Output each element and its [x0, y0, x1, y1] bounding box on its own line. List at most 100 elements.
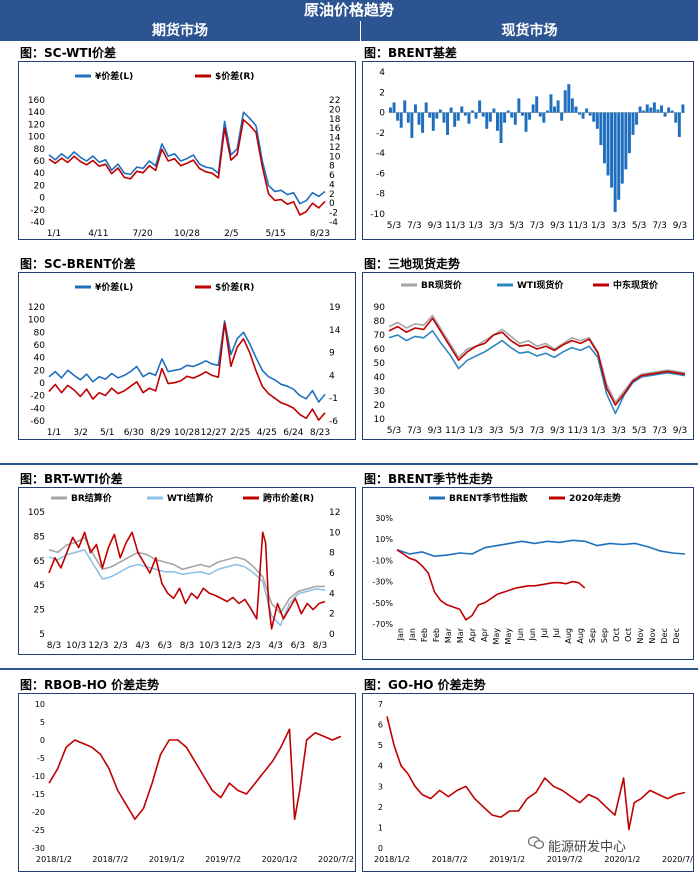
x-tick-label: Nov	[636, 628, 645, 644]
y-tick-label: -40	[30, 218, 45, 228]
y2-tick-label: 8	[329, 549, 335, 559]
series-line	[396, 549, 586, 621]
y-tick-label: 20	[374, 401, 386, 411]
series-line	[48, 118, 326, 216]
y2-tick-label: 0	[329, 199, 335, 209]
bar	[503, 112, 507, 123]
x-tick-label: 8/23	[310, 428, 330, 438]
y-tick-label: -4	[376, 149, 385, 159]
y-tick-label: 85	[34, 532, 45, 542]
x-tick-label: 11/3	[445, 221, 465, 231]
x-tick-label: 5/3	[387, 221, 401, 231]
x-tick-label: 2019/7/2	[547, 855, 583, 864]
x-tick-label: 9/3	[428, 426, 442, 436]
y2-tick-label: 8	[329, 162, 335, 172]
bar	[485, 112, 489, 129]
bar	[460, 106, 464, 113]
chart-title: 图：三地现货走势	[364, 257, 461, 271]
x-tick-label: Dec	[672, 628, 681, 643]
y2-tick-label: 20	[329, 105, 341, 115]
y-tick-label: 5	[40, 718, 45, 727]
bar	[560, 112, 564, 121]
bar	[606, 112, 610, 176]
bar	[524, 112, 528, 132]
spot-section-header: 现货市场	[361, 21, 698, 41]
bar	[392, 102, 396, 113]
y-tick-label: 7	[378, 700, 383, 709]
chart-sc-brent: -60 -40 -20 0 20 40 60 80 100 120 -6 -1 4 9 14 19 1/1 3/2…	[28, 281, 341, 438]
x-tick-label: Feb	[432, 628, 441, 642]
x-tick-label: 8/23	[310, 229, 330, 239]
y-tick-label: 4	[379, 68, 385, 78]
x-tick-label: 6/30	[124, 428, 144, 438]
chart-title: 图：BRENT季节性走势	[364, 472, 493, 486]
x-tick-label: 7/3	[652, 221, 666, 231]
y-tick-label: -70%	[372, 620, 393, 629]
bar	[578, 112, 581, 115]
bar	[446, 112, 450, 135]
series-line	[48, 322, 326, 421]
x-tick-label: 4/11	[88, 229, 108, 239]
y-tick-label: 5	[39, 630, 45, 640]
y-tick-label: 0	[378, 844, 383, 853]
x-tick-label: Oct	[612, 628, 621, 642]
bar	[670, 110, 674, 113]
x-tick-label: 2018/7/2	[432, 855, 468, 864]
y-tick-label: 40	[34, 169, 46, 179]
bar	[396, 112, 400, 121]
x-tick-label: 6/24	[283, 428, 303, 438]
bar	[467, 112, 471, 124]
panel-sc-wti: 图：SC-WTI价差 -40 -20 0 20 40 60 80 100 120 140 160 -4…	[18, 44, 356, 240]
x-tick-label: 2020/1/2	[604, 855, 640, 864]
x-tick-label: 7/3	[530, 221, 544, 231]
x-tick-label: Aug	[564, 628, 573, 644]
x-tick-label: 1/1	[47, 428, 61, 438]
bar	[667, 107, 671, 113]
bar	[517, 98, 521, 113]
series-line	[48, 531, 326, 630]
y-tick-label: -10	[32, 772, 45, 781]
x-tick-label: 1/3	[468, 221, 482, 231]
x-tick-label: 1/1	[47, 229, 61, 239]
bar	[428, 112, 432, 118]
bar	[535, 96, 539, 113]
y-tick-label: 6	[378, 721, 383, 730]
y2-tick-label: 12	[329, 508, 340, 518]
y-tick-label: -20	[30, 392, 45, 402]
y-tick-label: 3	[378, 782, 383, 791]
bar	[453, 112, 457, 127]
y-tick-label: 5	[378, 741, 383, 750]
x-tick-label: Jan	[408, 628, 417, 641]
bar	[463, 112, 467, 116]
y2-tick-label: 18	[329, 115, 341, 125]
x-tick-label: 2019/7/2	[205, 855, 241, 864]
y-tick-label: 0	[39, 379, 45, 389]
x-tick-label: 9/3	[550, 221, 564, 231]
bar	[413, 104, 417, 113]
x-tick-label: 6/3	[158, 641, 172, 651]
y-tick-label: 140	[28, 108, 45, 118]
y2-tick-label: 14	[329, 134, 341, 144]
y-tick-label: -20	[32, 808, 45, 817]
y-tick-label: -15	[32, 790, 45, 799]
bar	[545, 110, 549, 113]
x-tick-label: 7/3	[652, 426, 666, 436]
bar	[592, 112, 596, 122]
x-tick-label: 1/3	[468, 426, 482, 436]
bar	[495, 112, 499, 131]
x-tick-label: 2/25	[230, 428, 250, 438]
bar	[574, 106, 578, 113]
y2-tick-label: 4	[329, 180, 335, 190]
bar	[549, 94, 553, 113]
bar	[602, 112, 606, 164]
legend-label: 跨市价差(R)	[263, 492, 314, 504]
series-line	[388, 317, 686, 406]
y2-tick-label: 14	[329, 326, 341, 336]
y-tick-label: 60	[34, 157, 46, 167]
bar	[431, 112, 435, 131]
legend-label: 中东现货价	[613, 279, 659, 291]
bar	[449, 107, 453, 113]
y2-tick-label: 22	[329, 96, 340, 106]
bar	[642, 110, 646, 113]
series-line	[388, 314, 686, 403]
